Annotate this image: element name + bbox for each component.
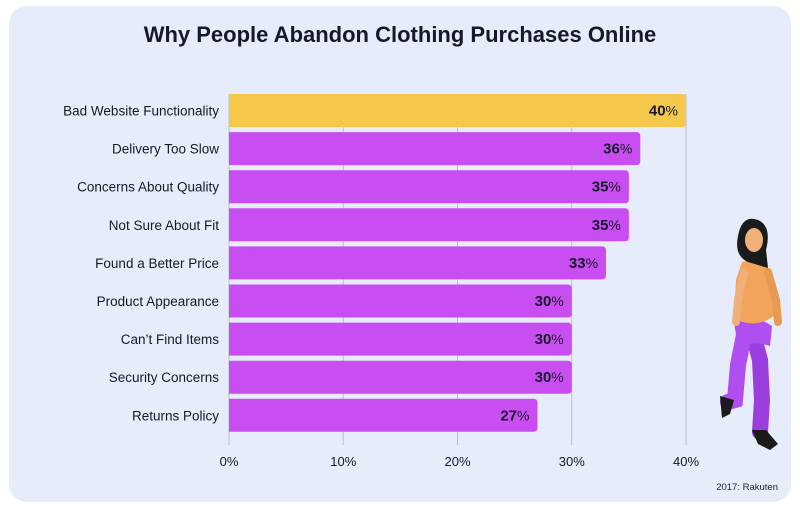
bar-value-label: 35% xyxy=(592,179,621,196)
bar-value-label: 30% xyxy=(535,293,564,310)
x-tick-label: 40% xyxy=(673,454,699,469)
x-tick-label: 30% xyxy=(559,454,585,469)
bar-value-label: 27% xyxy=(500,407,529,424)
bars: 40% 36% 35% 35% 33% 30% 30% 30% 27% xyxy=(229,94,686,432)
bar-value-label: 30% xyxy=(535,369,564,386)
bar xyxy=(229,360,572,394)
bar-value-label: 40% xyxy=(649,103,678,120)
woman-illustration xyxy=(720,218,782,450)
x-axis-ticks: 0% 10% 20% 30% 40% xyxy=(220,454,700,469)
bar xyxy=(229,208,629,242)
bar-value-label: 30% xyxy=(535,331,564,348)
category-labels: Bad Website Functionality Delivery Too Sl… xyxy=(63,104,219,424)
bar xyxy=(229,132,641,166)
bar xyxy=(229,170,629,204)
bar-value-label: 35% xyxy=(592,217,621,234)
bar xyxy=(229,94,686,127)
bar xyxy=(229,398,538,432)
category-label: Bad Website Functionality xyxy=(63,104,219,119)
category-label: Product Appearance xyxy=(97,294,219,309)
bar-value-label: 36% xyxy=(603,141,632,158)
category-label: Security Concerns xyxy=(109,370,220,385)
category-label: Found a Better Price xyxy=(95,256,219,271)
bar xyxy=(229,322,572,356)
source-note: 2017: Rakuten xyxy=(716,482,778,493)
category-label: Concerns About Quality xyxy=(77,180,219,195)
category-label: Delivery Too Slow xyxy=(112,142,219,157)
category-label: Returns Policy xyxy=(132,408,219,423)
chart-title: Why People Abandon Clothing Purchases On… xyxy=(143,22,657,47)
x-tick-label: 10% xyxy=(330,454,356,469)
category-label: Can’t Find Items xyxy=(121,332,220,347)
bar xyxy=(229,246,607,280)
bar xyxy=(229,284,572,318)
category-label: Not Sure About Fit xyxy=(109,218,220,233)
bar-value-label: 33% xyxy=(569,255,598,272)
x-tick-label: 20% xyxy=(444,454,470,469)
x-tick-label: 0% xyxy=(220,454,239,469)
